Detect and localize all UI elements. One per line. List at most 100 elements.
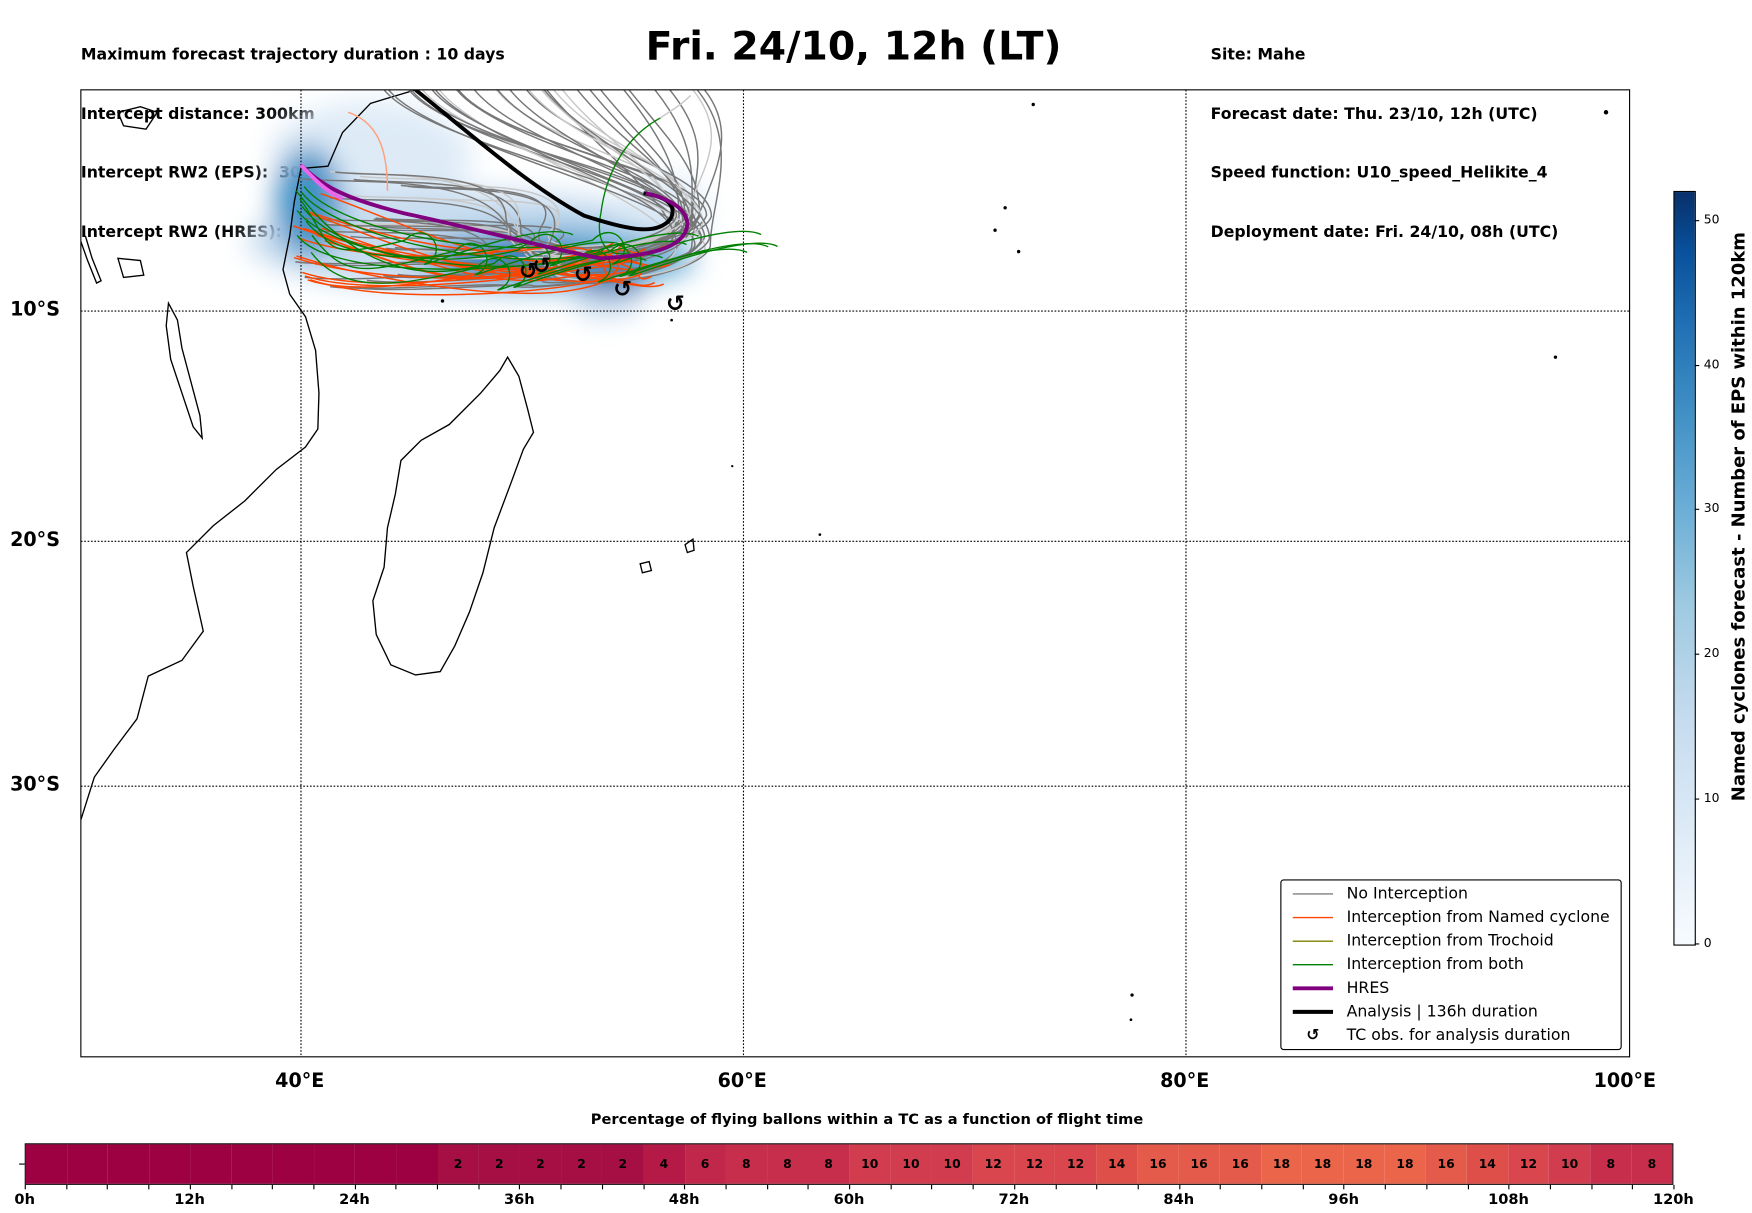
x-tick (519, 1184, 521, 1190)
heatmap-cell: 16 (1178, 1144, 1220, 1184)
heatmap-cell: 18 (1384, 1144, 1426, 1184)
speed-function-text: Speed function: U10_speed_Helikite_4 (1210, 163, 1548, 182)
x-tick (849, 1184, 851, 1190)
deployment-date-text: Deployment date: Fri. 24/10, 08h (UTC) (1210, 222, 1559, 241)
lon-label-80e: 80°E (1160, 1070, 1210, 1093)
x-tick (395, 1184, 397, 1190)
x-tick (189, 1184, 191, 1190)
x-tick (1549, 1184, 1551, 1190)
x-tick-label: 60h (833, 1191, 865, 1209)
colorbar-tick-label: 20 (1703, 646, 1720, 661)
colorbar-tick-label: 50 (1703, 211, 1720, 227)
heatmap-cell: 2 (478, 1144, 520, 1184)
x-tick (725, 1184, 727, 1190)
colorbar-tick: 10 (1694, 790, 1720, 806)
colorbar-tick: 30 (1694, 501, 1719, 516)
heatmap-cell: 2 (437, 1144, 479, 1184)
x-tick-label: 12h (174, 1191, 205, 1209)
heatmap-cell: 2 (602, 1144, 644, 1184)
x-tick (642, 1184, 645, 1190)
colorbar-tick: 0 (1694, 936, 1712, 950)
heatmap-cell (66, 1144, 109, 1184)
x-tick (931, 1184, 933, 1190)
heatmap-cell (190, 1144, 232, 1184)
colorbar-tick-label: 10 (1703, 790, 1720, 806)
heatmap-cell: 8 (1590, 1144, 1632, 1184)
colorbar-tick: 40 (1694, 357, 1719, 371)
x-tick (1673, 1184, 1675, 1190)
x-tick (1055, 1184, 1057, 1190)
heatmap-cell: 10 (1549, 1144, 1591, 1184)
heatmap-cell: 16 (1137, 1144, 1179, 1184)
x-tick-label: 72h (998, 1191, 1030, 1209)
heatmap-cell: 8 (1631, 1144, 1673, 1184)
x-tick (1508, 1184, 1510, 1190)
x-tick (1261, 1184, 1263, 1190)
x-tick (890, 1184, 892, 1190)
legend-hres: HRES (1292, 978, 1390, 997)
heatmap-cell: 18 (1260, 1144, 1303, 1184)
heatmap-cell (396, 1144, 438, 1184)
x-tick (807, 1184, 809, 1190)
x-tick-label: 108h (1488, 1191, 1529, 1209)
max-duration-text: Maximum forecast trajectory duration : 1… (80, 46, 505, 65)
small-islands (440, 102, 1609, 1022)
lon-label-100e: 100°E (1593, 1070, 1657, 1093)
africa-coast (80, 89, 416, 821)
heatmap-cell (272, 1144, 315, 1184)
heatmap-cell (231, 1144, 273, 1184)
tc-obs-markers: ↺↺ ↺↺ ↺ (519, 253, 685, 317)
x-tick (24, 1184, 26, 1190)
trajectory-no-interception (355, 89, 711, 291)
trajectory-both (295, 190, 647, 291)
x-tick (107, 1184, 109, 1190)
heatmap-cell: 10 (890, 1144, 932, 1184)
heatmap-cell: 2 (561, 1144, 603, 1184)
x-tick (1302, 1184, 1304, 1190)
heatmap-cell (314, 1144, 356, 1184)
x-tick (1590, 1184, 1593, 1190)
trajectory-no-interception (304, 89, 706, 274)
heatmap-cell: 14 (1466, 1144, 1508, 1184)
legend-no-interception: No Interception (1292, 884, 1468, 903)
forecast-date-text: Forecast date: Thu. 23/10, 12h (UTC) (1210, 105, 1538, 123)
heatmap-cell: 8 (766, 1144, 809, 1184)
legend-both: Interception from both (1292, 955, 1524, 974)
hres-trajectory (299, 163, 690, 261)
x-tick (1178, 1184, 1180, 1190)
x-tick (313, 1184, 315, 1190)
colorbar-label: Named cyclones forecast - Number of EPS … (1727, 232, 1750, 802)
colorbar-tick: 50 (1694, 211, 1720, 227)
analysis-trajectory (414, 89, 675, 232)
heatmap-cell (149, 1144, 191, 1184)
map-frame (80, 89, 1631, 1058)
trajectory-both (299, 198, 574, 265)
tc-obs-icon: ↺ (574, 262, 593, 288)
reunion-island (639, 560, 653, 574)
x-tick (1013, 1184, 1016, 1190)
legend-analysis: Analysis | 136h duration (1292, 1002, 1538, 1021)
heatmap-cell: 18 (1343, 1144, 1385, 1184)
mauritius-island (684, 537, 695, 554)
x-tick (230, 1184, 232, 1190)
heatmap-cell: 4 (643, 1144, 685, 1184)
hres-trajectory-start (299, 163, 344, 201)
x-tick (1219, 1184, 1222, 1190)
tc-obs-icon: ↺ (532, 253, 551, 279)
x-tick (560, 1184, 562, 1190)
tc-obs-icon: ↺ (1306, 1025, 1320, 1044)
trajectory-both (598, 117, 661, 255)
heatmap-cell: 12 (1013, 1144, 1056, 1184)
lon-label-40e: 40°E (275, 1070, 325, 1093)
x-tick (478, 1184, 480, 1190)
page-title: Fri. 24/10, 12h (LT) (645, 24, 1062, 70)
tc-obs-icon: ↺ (613, 276, 632, 302)
lake-tanganyika-north (117, 105, 159, 130)
x-tick (1632, 1184, 1634, 1190)
heatmap-cell: 8 (808, 1144, 850, 1184)
site-text: Site: Mahe (1210, 46, 1306, 65)
legend-trochoid: Interception from Trochoid (1292, 931, 1554, 950)
x-tick (1384, 1184, 1386, 1190)
lat-label-20s: 20°S (10, 528, 60, 552)
